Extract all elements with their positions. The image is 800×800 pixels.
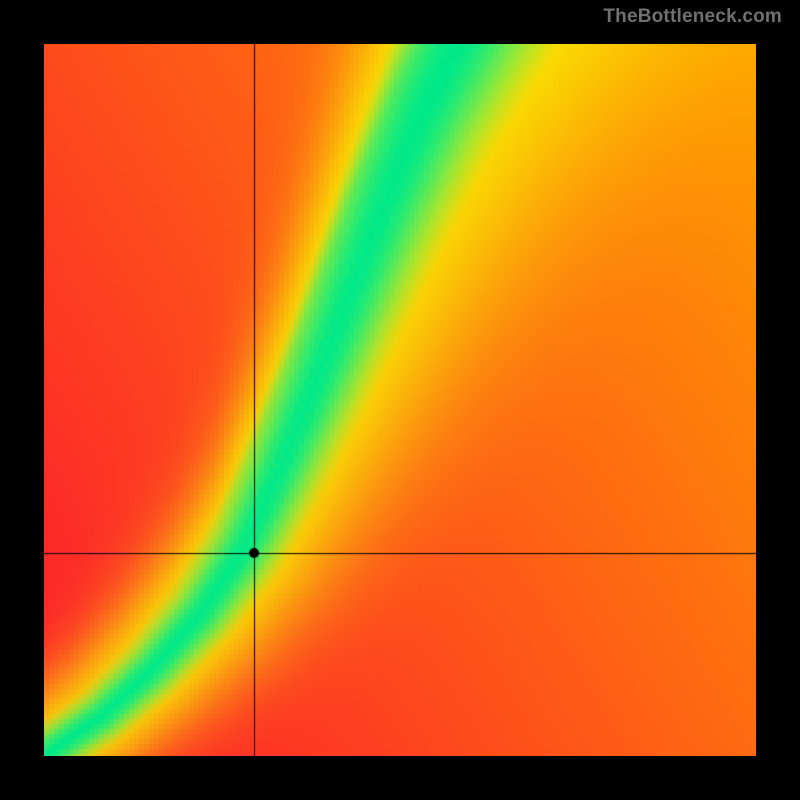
attribution-text: TheBottleneck.com (603, 6, 782, 28)
chart-container: TheBottleneck.com (0, 0, 800, 800)
heatmap-canvas (44, 44, 756, 756)
